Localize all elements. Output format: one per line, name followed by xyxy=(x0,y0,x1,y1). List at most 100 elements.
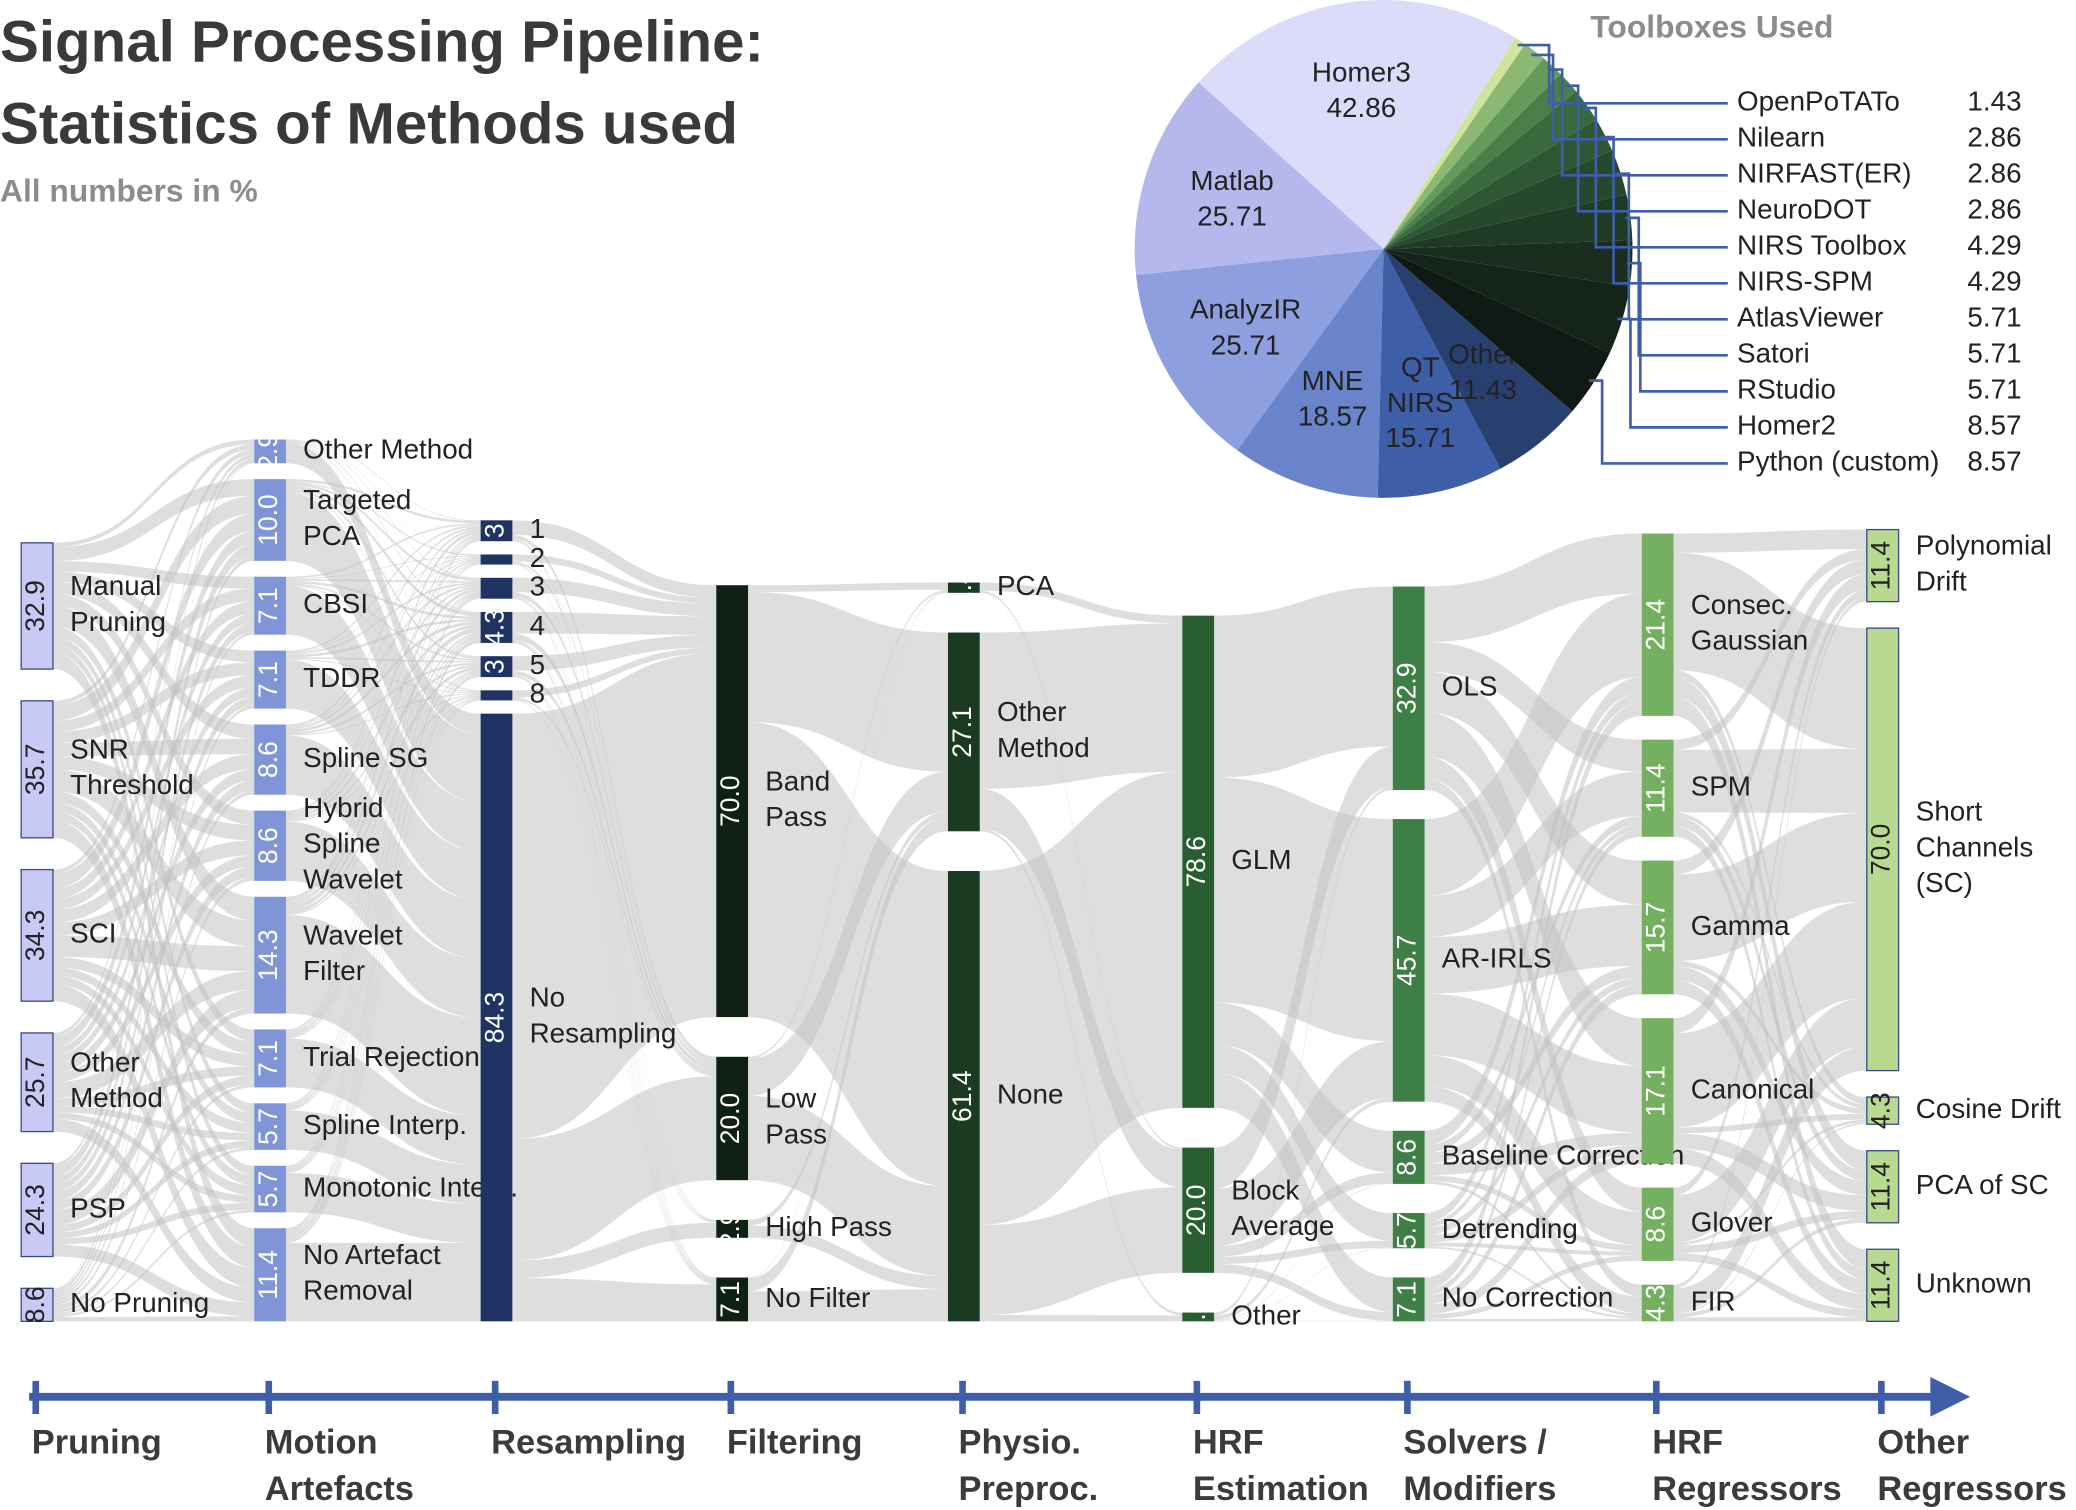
node-label: Trial Rejection xyxy=(303,1041,480,1072)
link xyxy=(1424,904,1642,994)
link xyxy=(1424,533,1642,642)
legend-label: RStudio xyxy=(1737,374,1836,405)
link xyxy=(285,559,481,902)
pie-slice xyxy=(1383,240,1633,287)
pie-slice xyxy=(1383,44,1544,249)
node-value: 1.4 xyxy=(1181,1299,1211,1336)
link xyxy=(512,634,717,671)
link xyxy=(1214,777,1393,1042)
stage-label: Motion Artefacts xyxy=(265,1424,414,1508)
node xyxy=(1182,1147,1215,1273)
node-value: 8.6 xyxy=(1641,1206,1671,1243)
node-value: 14.3 xyxy=(253,929,283,981)
node-label: TDDR xyxy=(303,662,380,693)
link xyxy=(1673,1218,1867,1318)
link xyxy=(52,513,255,889)
node xyxy=(1641,860,1674,995)
node-label: Detrending xyxy=(1442,1213,1578,1244)
link xyxy=(285,481,481,556)
link xyxy=(748,591,948,772)
legend-value: 5.71 xyxy=(1967,302,2021,333)
pie-slice xyxy=(1383,73,1577,249)
link xyxy=(1424,977,1642,1235)
link xyxy=(285,440,481,579)
link xyxy=(285,695,481,916)
link xyxy=(285,538,481,1231)
link xyxy=(285,621,481,733)
link xyxy=(285,525,481,653)
node-label: No Filter xyxy=(765,1282,870,1313)
node xyxy=(1392,1213,1425,1249)
chart-title: Signal Processing Pipeline: Statistics of… xyxy=(0,10,764,157)
link xyxy=(52,613,255,1056)
node-label: AR-IRLS xyxy=(1442,943,1552,974)
node-value: 2.9 xyxy=(253,433,283,470)
slice-label: QT NIRS xyxy=(1387,352,1453,419)
link xyxy=(52,840,255,936)
node xyxy=(1392,586,1425,790)
node-value: 70.0 xyxy=(1866,824,1896,876)
node-label: SCI xyxy=(70,918,116,949)
node-label: Low Pass xyxy=(765,1083,827,1150)
slice-label: Homer3 xyxy=(1312,56,1411,87)
leader-line xyxy=(1564,84,1728,213)
link xyxy=(285,596,481,1235)
legend-value: 4.29 xyxy=(1967,266,2021,297)
link xyxy=(52,1209,255,1318)
node-value: 70.0 xyxy=(715,775,745,827)
link xyxy=(1214,1247,1393,1321)
leader-line xyxy=(1600,135,1728,285)
link xyxy=(285,699,481,1243)
link xyxy=(748,722,948,1187)
legend-label: AtlasViewer xyxy=(1737,302,1883,333)
link xyxy=(285,583,481,661)
link xyxy=(1673,1046,1867,1313)
link xyxy=(512,1222,717,1279)
node xyxy=(716,1056,749,1181)
link xyxy=(285,591,481,1034)
node xyxy=(254,1165,286,1213)
legend-value: 8.57 xyxy=(1967,446,2021,477)
link xyxy=(1673,997,1867,1243)
link xyxy=(52,601,255,900)
link xyxy=(512,1278,717,1322)
leader-line xyxy=(1617,317,1728,429)
link xyxy=(1673,966,1867,1196)
leader-line xyxy=(1588,379,1728,465)
link xyxy=(52,967,255,1133)
link xyxy=(285,440,481,555)
node-label: 1 xyxy=(530,513,545,544)
node-label: Block Average xyxy=(1231,1175,1334,1242)
link xyxy=(285,528,481,813)
link xyxy=(1673,1122,1867,1314)
link xyxy=(285,488,481,660)
node-label: Other Method xyxy=(303,434,473,465)
link xyxy=(979,771,1183,1225)
slice-label: MNE xyxy=(1302,365,1364,396)
node xyxy=(480,713,513,1322)
node-value: 8.6 xyxy=(253,741,283,778)
link xyxy=(285,557,481,728)
link xyxy=(52,1202,255,1245)
pie-slice xyxy=(1237,248,1384,498)
link xyxy=(1214,746,1393,1189)
link xyxy=(1673,597,1867,1289)
pie-slice xyxy=(1136,248,1384,451)
link xyxy=(1424,1246,1642,1319)
link xyxy=(1673,813,1867,961)
slice-label: Matlab xyxy=(1190,165,1273,196)
link xyxy=(285,662,481,735)
link xyxy=(1673,812,1867,1109)
link xyxy=(979,623,1183,789)
link xyxy=(285,694,481,822)
link xyxy=(1214,1320,1393,1322)
legend-label: NeuroDOT xyxy=(1737,194,1871,225)
link xyxy=(285,556,481,654)
link xyxy=(285,586,481,816)
node xyxy=(1392,1130,1425,1184)
stage-label: Resampling xyxy=(491,1424,686,1462)
link xyxy=(1424,1086,1642,1314)
node-value: 8.6 xyxy=(20,1286,50,1323)
node xyxy=(1866,1150,1900,1224)
node-label: Hybrid Spline Wavelet xyxy=(303,792,403,894)
